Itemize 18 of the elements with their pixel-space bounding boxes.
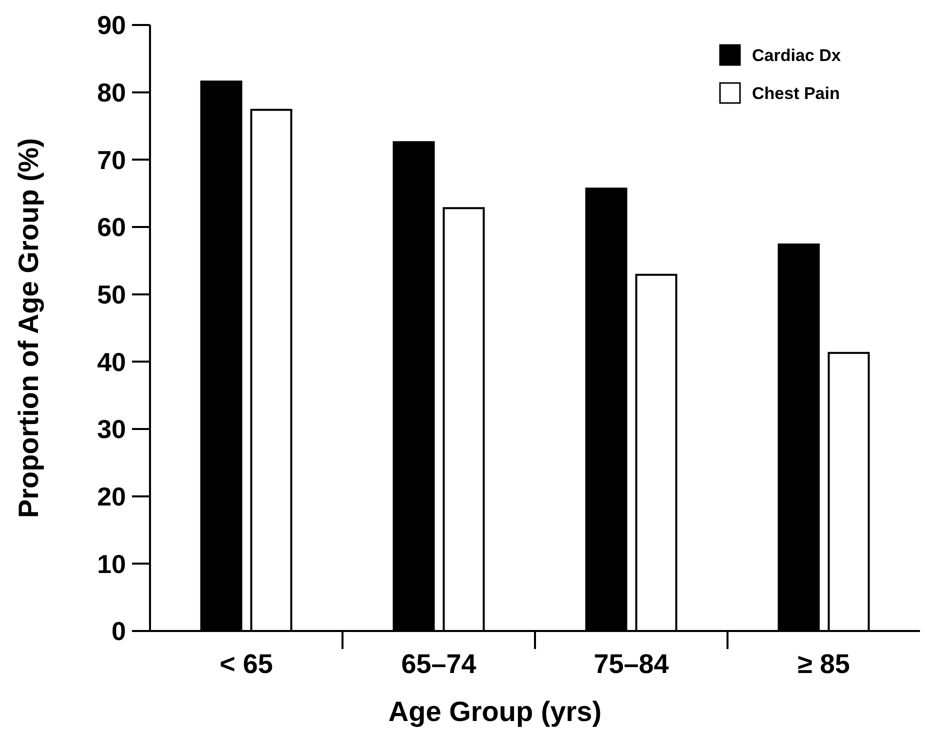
y-tick-label: 40: [97, 346, 126, 377]
y-tick-label: 20: [97, 481, 126, 512]
x-axis-title: Age Group (yrs): [388, 696, 602, 727]
y-tick-label: 10: [97, 548, 126, 579]
y-tick-label: 30: [97, 414, 126, 444]
x-tick-label: 75–84: [594, 649, 669, 679]
y-tick-label: 90: [97, 10, 126, 40]
x-tick-label: ≥ 85: [798, 649, 850, 679]
legend-label: Chest Pain: [752, 84, 840, 103]
legend-label: Cardiac Dx: [752, 46, 842, 65]
x-tick-label: < 65: [220, 649, 273, 679]
x-tick-label: 65–74: [401, 649, 476, 679]
y-tick-label: 80: [97, 77, 126, 108]
y-axis-title: Proportion of Age Group (%): [13, 138, 44, 518]
y-tick-label: 60: [97, 212, 126, 242]
y-tick-label: 0: [112, 616, 126, 646]
y-tick-label: 50: [97, 279, 126, 310]
y-tick-label: 70: [97, 144, 126, 175]
